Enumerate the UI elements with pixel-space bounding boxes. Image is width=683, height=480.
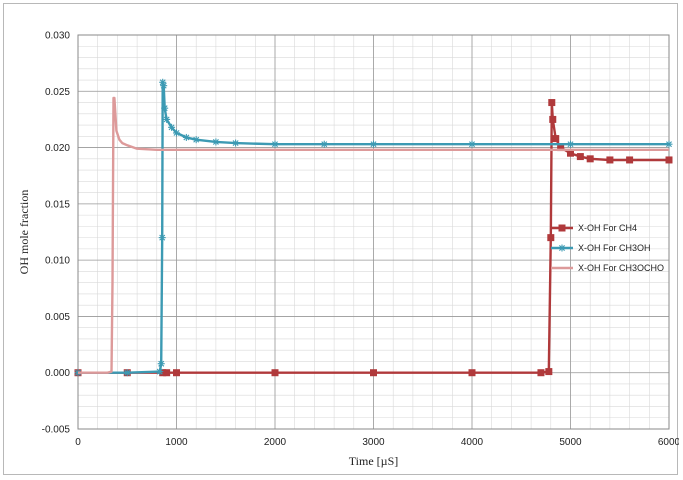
x-tick-label: 5000 <box>559 437 582 448</box>
data-point <box>370 369 377 377</box>
series-line <box>78 96 669 374</box>
y-tick-label: 0.025 <box>45 87 70 98</box>
series-2 <box>74 78 673 377</box>
y-tick-label: 0.030 <box>45 31 70 42</box>
y-tick-label: 0.005 <box>45 312 70 323</box>
data-point <box>182 133 190 141</box>
data-point <box>160 82 168 90</box>
data-point <box>163 369 171 377</box>
y-tick-labels: -0.005 0.000 0.005 0.010 0.015 0.020 0.025 0.03… <box>42 31 71 436</box>
y-tick-label: 0.000 <box>45 368 70 379</box>
legend-marker <box>558 244 566 252</box>
series-1 <box>74 99 673 377</box>
data-point <box>232 139 240 147</box>
x-axis-title: Time [µS] <box>349 454 398 468</box>
series-layer <box>74 78 673 377</box>
data-point <box>468 140 476 148</box>
data-point <box>665 156 673 164</box>
data-point <box>158 234 166 242</box>
data-point <box>552 135 560 143</box>
legend-label: X-OH For CH4 <box>578 223 637 233</box>
data-point <box>567 140 574 148</box>
legend-item: X-OH For CH3OCHO <box>551 263 664 273</box>
data-point <box>212 138 220 146</box>
data-point <box>320 140 328 148</box>
chart-svg: 0 1000 2000 3000 4000 5000 6000 -0.005 0.000 0.0… <box>17 31 679 469</box>
data-point <box>547 234 555 242</box>
data-point <box>557 144 565 152</box>
series-3 <box>78 96 669 374</box>
y-tick-label: 0.010 <box>45 256 70 267</box>
legend-item: X-OH For CH3OH <box>551 243 651 253</box>
data-point <box>548 99 556 107</box>
legend-label: X-OH For CH3OCHO <box>578 263 664 273</box>
y-tick-label: -0.005 <box>42 425 71 436</box>
data-point <box>271 369 279 377</box>
x-tick-label: 6000 <box>658 437 679 448</box>
data-point <box>159 78 167 86</box>
plot-area-border <box>77 34 670 430</box>
x-tick-label: 3000 <box>362 437 385 448</box>
legend-item: X-OH For CH4 <box>551 223 637 233</box>
x-tick-labels: 0 1000 2000 3000 4000 5000 6000 <box>75 437 679 448</box>
data-point <box>576 153 584 161</box>
data-point <box>163 115 171 123</box>
data-point <box>123 369 131 377</box>
x-tick-label: 2000 <box>264 437 287 448</box>
data-point <box>192 136 200 144</box>
data-point <box>271 140 279 148</box>
y-axis-title: OH mole fraction <box>17 190 31 275</box>
data-point <box>173 369 180 377</box>
data-point <box>468 369 476 377</box>
data-point <box>626 156 634 164</box>
data-point <box>586 155 594 163</box>
data-point <box>168 123 176 131</box>
x-tick-label: 0 <box>75 437 81 448</box>
data-point <box>161 104 169 112</box>
y-tick-label: 0.020 <box>45 143 70 154</box>
data-point <box>665 140 673 148</box>
data-point <box>537 369 545 377</box>
legend: X-OH For CH4 X-OH For CH3OH X-OH For CH3OC… <box>551 223 664 273</box>
y-tick-label: 0.015 <box>45 199 70 210</box>
x-tick-label: 4000 <box>461 437 484 448</box>
legend-marker <box>558 224 566 232</box>
data-point <box>370 140 377 148</box>
data-point <box>567 149 574 157</box>
data-point <box>157 360 165 368</box>
data-point <box>173 129 180 137</box>
data-point <box>545 368 553 376</box>
x-tick-label: 1000 <box>165 437 188 448</box>
chart-frame: 0 1000 2000 3000 4000 5000 6000 -0.005 0.000 0.0… <box>3 3 679 475</box>
data-point <box>156 368 164 376</box>
legend-label: X-OH For CH3OH <box>578 243 651 253</box>
data-point <box>159 369 167 377</box>
data-point <box>606 156 614 164</box>
data-point <box>549 115 557 123</box>
